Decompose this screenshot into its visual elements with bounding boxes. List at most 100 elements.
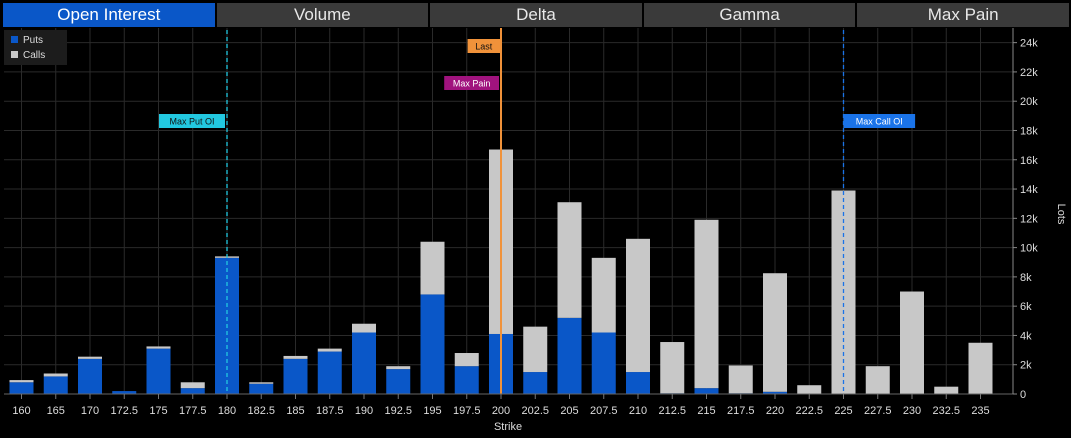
tab-delta[interactable]: Delta: [430, 3, 642, 27]
marker-tag-last: [467, 39, 500, 53]
bar-puts-190: [352, 332, 376, 394]
y-tick-label: 8k: [1020, 272, 1032, 284]
bar-calls-165: [43, 373, 68, 377]
bar-calls-205: [557, 202, 582, 318]
x-tick-label: 190: [355, 405, 373, 417]
x-tick-label: 235: [971, 405, 989, 417]
y-tick-label: 2k: [1020, 360, 1032, 372]
legend-calls-swatch: [11, 51, 18, 58]
open-interest-chart: Max Put OI Last Max Pain Max Call OI Strike…: [4, 28, 1067, 433]
bar-puts-175: [146, 348, 171, 394]
bar-calls-192.5: [386, 366, 411, 370]
x-tick-label: 177.5: [179, 405, 207, 417]
marker-tag-max-pain: [444, 76, 499, 90]
marker-tag-max-put-oi: [159, 114, 225, 128]
bar-calls-217.5: [728, 365, 753, 394]
bar-puts-185: [283, 358, 308, 394]
y-tick-label: 0: [1020, 389, 1026, 401]
legend: Puts Calls: [4, 30, 67, 65]
x-tick-label: 202.5: [521, 405, 549, 417]
legend-box: [4, 30, 67, 65]
legend-puts-label: Puts: [23, 35, 43, 46]
bar-puts-207.5: [591, 332, 616, 394]
bar-calls-207.5: [591, 257, 616, 333]
bar-calls-222.5: [797, 385, 822, 394]
bar-puts-172.5: [112, 391, 137, 394]
x-tick-label: 207.5: [590, 405, 618, 417]
bar-calls-212.5: [660, 342, 685, 394]
x-tick-label: 210: [629, 405, 647, 417]
x-tick-label: 232.5: [932, 405, 960, 417]
bar-puts-187.5: [317, 351, 342, 394]
x-tick-label: 185: [286, 405, 304, 417]
x-tick-label: 170: [81, 405, 99, 417]
bar-calls-215: [694, 219, 719, 389]
bar-puts-215: [694, 388, 719, 394]
x-axis-label: Strike: [494, 421, 522, 433]
y-tick-label: 4k: [1020, 330, 1032, 342]
bar-puts-192.5: [386, 369, 411, 394]
bar-calls-220: [763, 273, 787, 392]
x-tick-label: 165: [47, 405, 65, 417]
x-tick-label: 212.5: [658, 405, 686, 417]
y-axis-label: Lots: [1055, 204, 1067, 225]
bar-calls-202.5: [523, 326, 548, 373]
marker-label-max-put-oi: Max Put OI: [169, 117, 214, 127]
marker-label-max-pain: Max Pain: [453, 79, 491, 89]
bar-calls-175: [146, 346, 171, 349]
bar-calls-160: [9, 380, 34, 383]
bar-puts-205: [557, 317, 582, 394]
x-tick-label: 195: [423, 405, 441, 417]
y-tick-label: 20k: [1020, 96, 1038, 108]
bar-puts-165: [43, 376, 68, 394]
tab-max-pain[interactable]: Max Pain: [857, 3, 1069, 27]
bar-puts-210: [626, 372, 650, 394]
tab-bar: Open Interest Volume Delta Gamma Max Pai…: [3, 3, 1069, 27]
bar-calls-232.5: [934, 386, 959, 394]
y-tick-label: 16k: [1020, 155, 1038, 167]
y-tick-label: 10k: [1020, 243, 1038, 255]
bar-calls-187.5: [317, 348, 342, 352]
y-tick-label: 12k: [1020, 213, 1038, 225]
y-tick-label: 22k: [1020, 67, 1038, 79]
bar-calls-195: [420, 241, 445, 295]
bar-calls-190: [352, 323, 376, 333]
tab-open-interest[interactable]: Open Interest: [3, 3, 215, 27]
bar-puts-195: [420, 294, 445, 394]
x-tick-label: 205: [560, 405, 578, 417]
bar-puts-160: [9, 382, 34, 394]
bar-calls-210: [626, 238, 650, 373]
x-tick-label: 182.5: [247, 405, 275, 417]
x-tick-label: 222.5: [795, 405, 823, 417]
bar-calls-227.5: [865, 366, 890, 394]
bar-puts-202.5: [523, 372, 548, 394]
bar-puts-197.5: [454, 366, 479, 394]
y-tick-label: 6k: [1020, 301, 1032, 313]
x-tick-label: 220: [766, 405, 784, 417]
tab-gamma[interactable]: Gamma: [643, 3, 856, 27]
bar-calls-230: [900, 291, 924, 394]
bar-calls-197.5: [454, 353, 479, 367]
x-tick-label: 160: [12, 405, 30, 417]
bar-calls-170: [78, 356, 102, 359]
marker-label-last: Last: [475, 42, 493, 52]
y-tick-label: 14k: [1020, 184, 1038, 196]
marker-tag-max-call-oi: [843, 114, 916, 128]
y-tick-label: 18k: [1020, 125, 1038, 137]
legend-puts-swatch: [11, 36, 18, 43]
bar-calls-182.5: [249, 382, 274, 384]
x-tick-label: 192.5: [384, 405, 412, 417]
bar-puts-220: [763, 391, 787, 394]
x-tick-label: 172.5: [110, 405, 138, 417]
legend-calls-label: Calls: [23, 50, 45, 61]
bar-puts-182.5: [249, 383, 274, 394]
x-tick-label: 215: [697, 405, 715, 417]
tab-volume[interactable]: Volume: [216, 3, 429, 27]
x-tick-label: 197.5: [453, 405, 481, 417]
marker-label-max-call-oi: Max Call OI: [856, 117, 903, 127]
x-tick-label: 230: [903, 405, 921, 417]
x-tick-label: 180: [218, 405, 236, 417]
x-tick-label: 187.5: [316, 405, 344, 417]
bar-calls-177.5: [180, 382, 205, 389]
x-tick-label: 227.5: [864, 405, 892, 417]
